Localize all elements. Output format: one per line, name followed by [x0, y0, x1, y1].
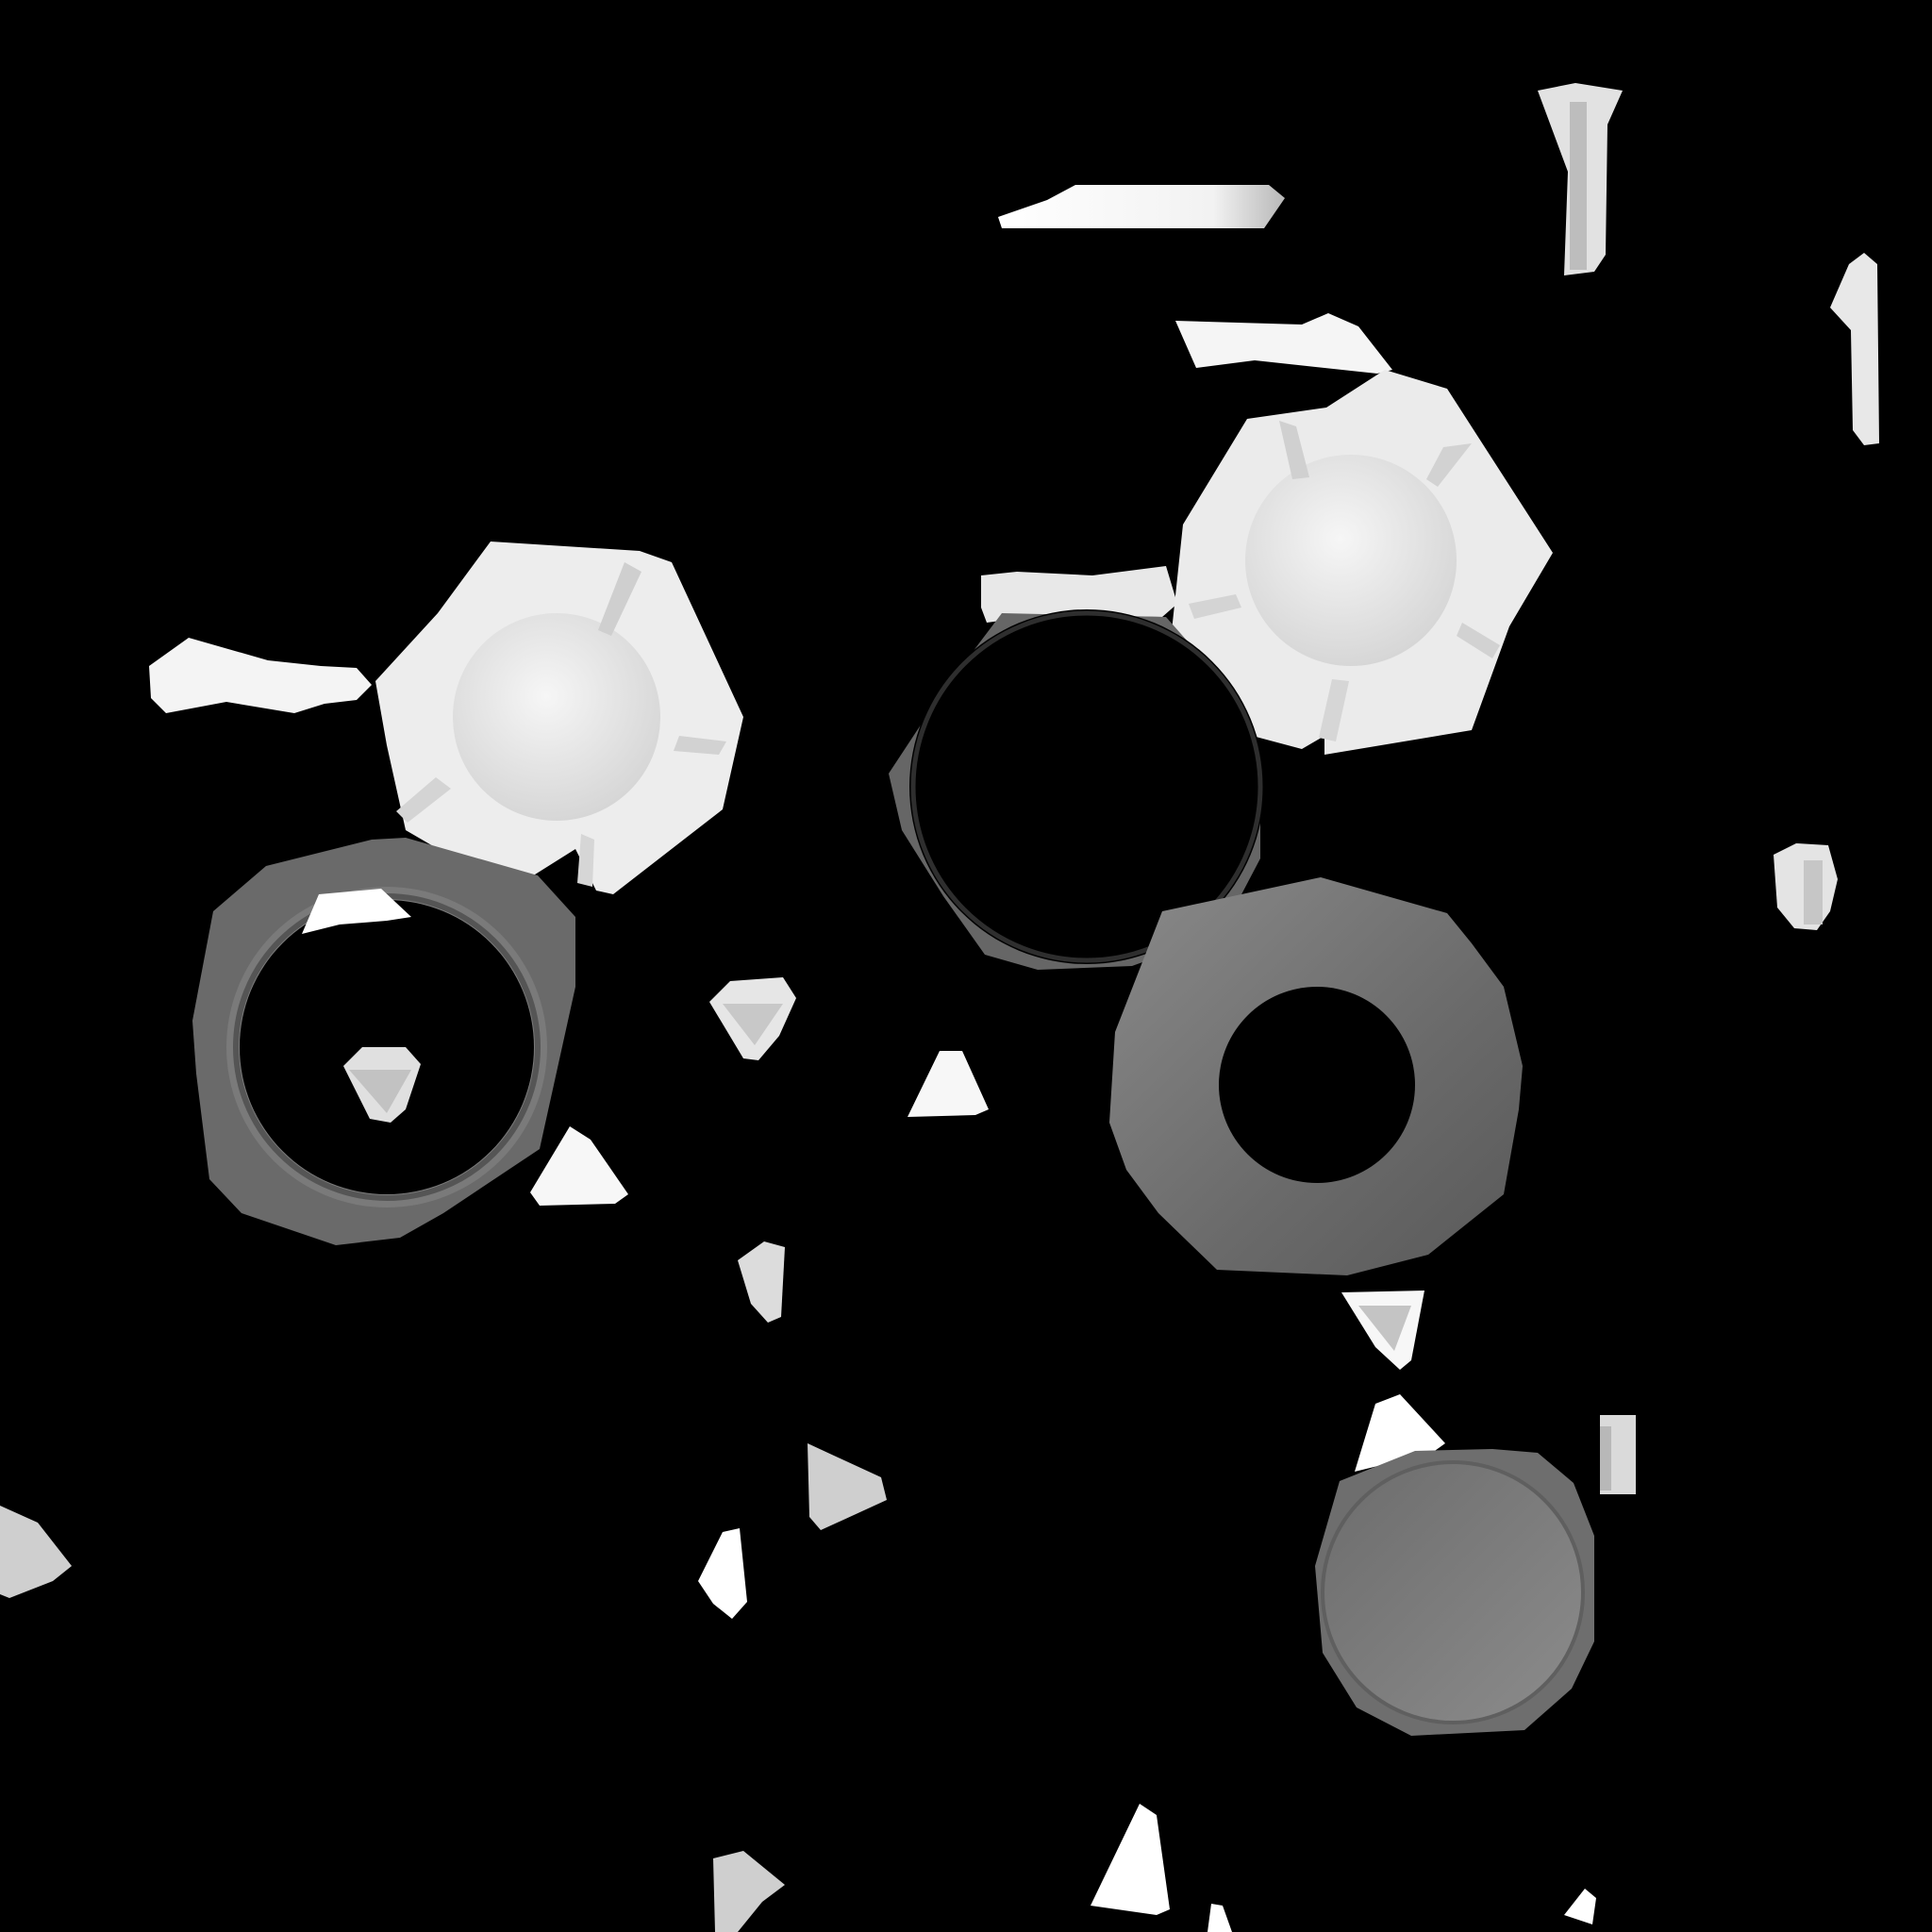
pillar-fragment [1830, 253, 1879, 445]
cap-notch [1319, 679, 1349, 741]
small-shard [0, 1506, 72, 1598]
small-shard-shade [1804, 860, 1823, 924]
disc-rim [1321, 1460, 1585, 1724]
cap-notch [598, 562, 641, 636]
nut-bore-center [909, 609, 1264, 964]
cap-notch [396, 777, 451, 823]
small-shard [808, 1443, 887, 1530]
cap-notch [1426, 443, 1472, 487]
cap-notch [1457, 623, 1500, 658]
small-shard [1208, 1904, 1232, 1932]
small-shard [738, 1241, 785, 1323]
cap-notch [577, 834, 594, 887]
bore-highlight [302, 889, 411, 934]
small-shard [698, 1528, 747, 1619]
small-shard [1564, 1889, 1596, 1924]
disc-face [1323, 1462, 1583, 1723]
cap-face-right [1245, 455, 1457, 666]
cap-face-left [453, 613, 660, 821]
cap-notch [674, 736, 726, 755]
top-bar-fragment [998, 185, 1285, 228]
pillar-shade [1570, 102, 1587, 270]
small-shard [713, 1851, 785, 1932]
arm-fragment [149, 638, 372, 713]
cap-notch [1279, 421, 1309, 479]
small-shard [530, 1126, 628, 1206]
nut-bore-center-edge [910, 610, 1263, 963]
cap-notch [1189, 594, 1241, 619]
small-shard [908, 1051, 989, 1117]
small-block-shade [1600, 1426, 1611, 1491]
small-shard-shade [1358, 1306, 1411, 1351]
small-shard-shade [349, 1070, 411, 1113]
mid-bar-fragment [1175, 313, 1392, 374]
small-shard [1091, 1804, 1170, 1915]
arm-fragment [981, 566, 1177, 623]
nut-hole-right [1219, 987, 1415, 1183]
small-shard-shade [723, 1004, 783, 1045]
